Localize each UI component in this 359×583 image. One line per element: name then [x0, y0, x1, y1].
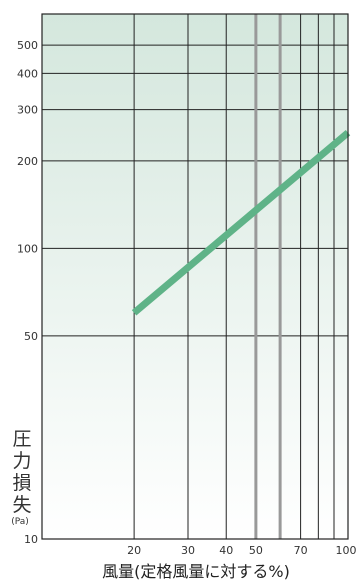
x-tick-labels: 20 30 40 50 70 100: [127, 544, 356, 557]
y-tick-label-300: 300: [17, 104, 38, 117]
series-group: [131, 130, 351, 316]
y-tick-label-500: 500: [17, 39, 38, 52]
series-line-0: [131, 130, 351, 316]
y-tick-labels: 10 50 100 200 300 400 500: [17, 39, 38, 546]
y-axis-label-char: 損: [12, 472, 31, 494]
y-axis-label-char: 失: [12, 494, 31, 516]
y-tick-label-50: 50: [24, 330, 38, 343]
x-tick-label-20: 20: [127, 544, 141, 557]
plot-frame: [41, 13, 349, 540]
y-tick-label-200: 200: [17, 155, 38, 168]
grid-lines: [42, 14, 349, 539]
y-axis-label-char: 力: [12, 450, 31, 472]
x-tick-label-100: 100: [336, 544, 357, 557]
y-tick-label-100: 100: [17, 242, 38, 255]
y-axis-label-char: 圧: [12, 428, 31, 450]
y-tick-label-400: 400: [17, 67, 38, 80]
y-axis-unit: (Pa): [11, 517, 29, 527]
x-tick-label-30: 30: [181, 544, 195, 557]
x-tick-label-70: 70: [294, 544, 308, 557]
plot-background: [42, 14, 348, 539]
x-tick-label-50: 50: [249, 544, 263, 557]
x-tick-label-40: 40: [219, 544, 233, 557]
y-tick-label-10: 10: [24, 533, 38, 546]
x-axis-label: 風量(定格風量に対する%): [102, 562, 290, 581]
